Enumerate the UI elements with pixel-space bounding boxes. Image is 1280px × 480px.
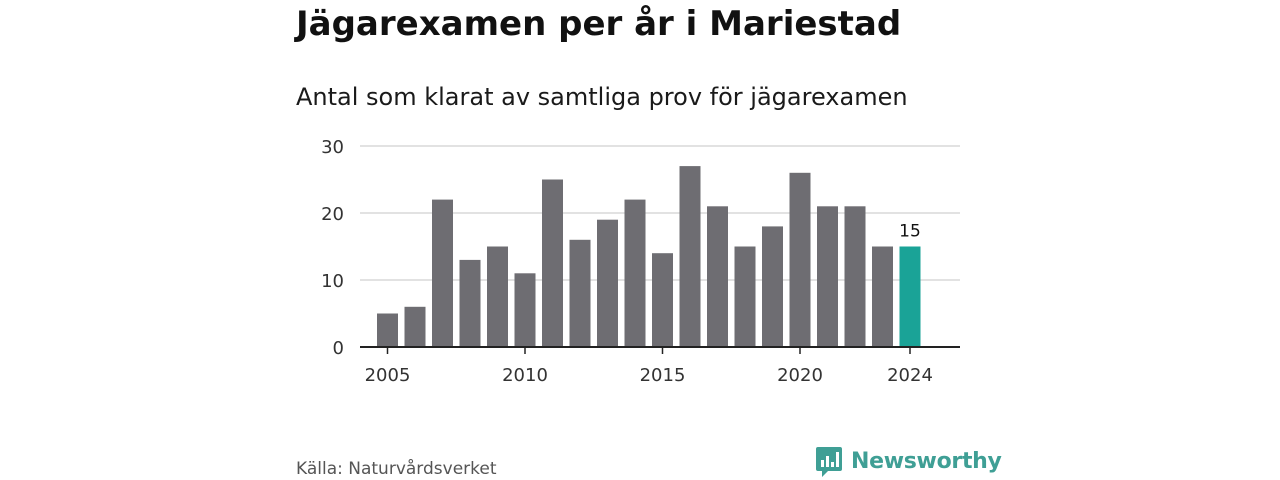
y-tick-label: 20	[321, 204, 344, 225]
bar	[652, 253, 673, 347]
data-label: 15	[899, 222, 921, 242]
y-tick-label: 30	[321, 137, 344, 158]
bar	[432, 199, 453, 347]
bar	[487, 246, 508, 347]
bar	[514, 273, 536, 347]
bar	[844, 206, 866, 347]
y-tick-label: 10	[321, 271, 344, 292]
newsworthy-logo-icon	[816, 447, 842, 477]
bar	[597, 219, 618, 347]
brand-name: Newsworthy	[851, 449, 1002, 474]
brand-logo: Newsworthy	[815, 446, 1002, 478]
bar	[679, 166, 701, 347]
bar	[624, 199, 646, 347]
bar-highlight	[899, 246, 921, 347]
bar	[762, 226, 783, 347]
bar	[734, 246, 756, 347]
bar	[789, 172, 811, 347]
axes	[360, 346, 960, 354]
bar	[404, 306, 426, 347]
bar	[817, 206, 838, 347]
bar	[377, 313, 398, 347]
chart-subtitle: Antal som klarat av samtliga prov för jä…	[296, 83, 908, 111]
bar	[872, 246, 893, 347]
x-tick-label: 2015	[640, 365, 686, 386]
source-note: Källa: Naturvårdsverket	[296, 459, 497, 479]
bar	[707, 206, 728, 347]
labels: 0 10 20 30 2005 2010 2015 2020 2024 15	[321, 137, 933, 386]
bar	[542, 179, 563, 347]
bars	[377, 166, 921, 347]
chart-title: Jägarexamen per år i Mariestad	[296, 4, 902, 44]
bar	[569, 239, 591, 347]
bar	[459, 259, 481, 347]
x-tick-label: 2024	[887, 365, 933, 386]
y-tick-label: 0	[333, 338, 344, 359]
x-tick-label: 2020	[777, 365, 823, 386]
x-tick-label: 2010	[502, 365, 548, 386]
x-tick-label: 2005	[365, 365, 411, 386]
